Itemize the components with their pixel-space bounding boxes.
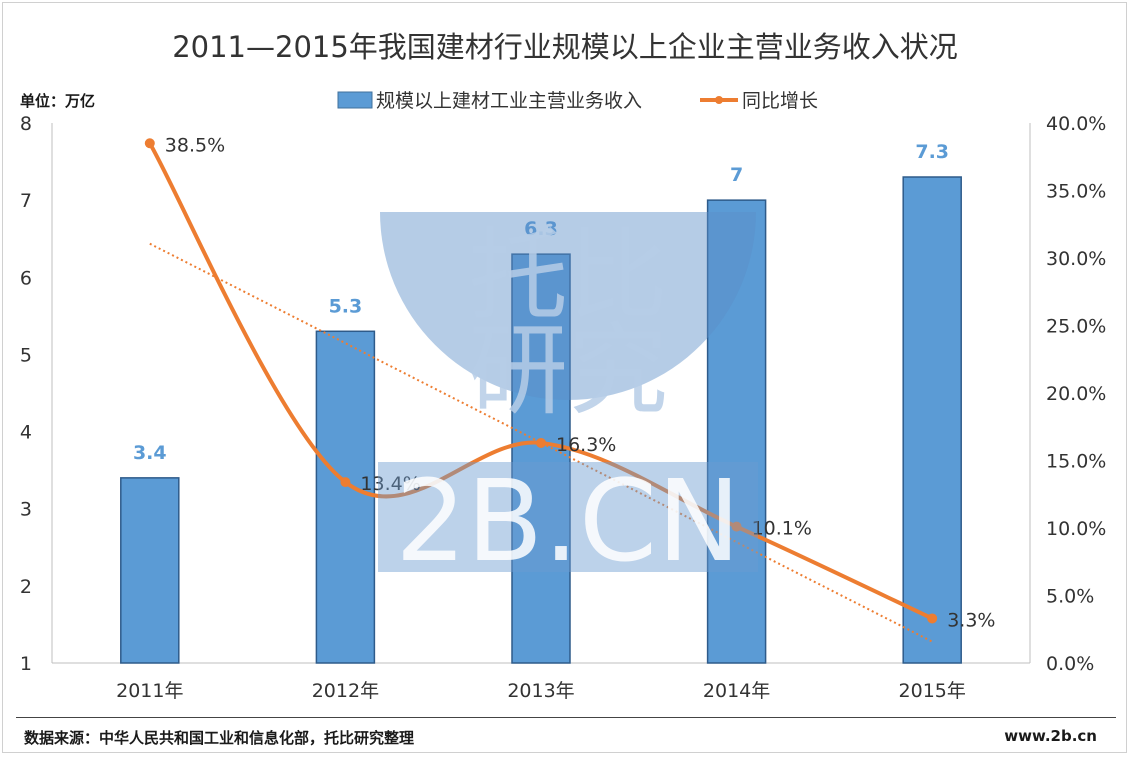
x-tick-label: 2011年 bbox=[116, 680, 183, 702]
growth-point bbox=[340, 477, 351, 488]
bar bbox=[511, 253, 571, 664]
y-right-tick-label: 40.0% bbox=[1046, 113, 1106, 135]
bar bbox=[902, 176, 962, 664]
legend-label-line: 同比增长 bbox=[742, 90, 818, 112]
watermark-band bbox=[378, 462, 758, 572]
legend-swatch-bars bbox=[337, 91, 373, 109]
bar-value-label: 3.4 bbox=[133, 442, 167, 464]
x-tick-label: 2013年 bbox=[507, 680, 574, 702]
growth-value-label: 10.1% bbox=[752, 518, 812, 540]
y-right-tick-label: 5.0% bbox=[1046, 586, 1094, 608]
trendline bbox=[149, 242, 933, 643]
bar-value-label: 7 bbox=[730, 164, 743, 186]
growth-point bbox=[536, 437, 546, 448]
growth-value-label: 16.3% bbox=[556, 434, 616, 456]
x-tick-label: 2014年 bbox=[703, 680, 770, 702]
site-url: www.2b.cn bbox=[1004, 727, 1097, 745]
y-left-tick-label: 4 bbox=[20, 422, 32, 444]
x-tick-label: 2015年 bbox=[899, 680, 966, 702]
y-right-tick-label: 35.0% bbox=[1046, 181, 1106, 203]
unit-label: 单位：万亿 bbox=[20, 92, 96, 110]
y-right-tick-label: 30.0% bbox=[1046, 248, 1106, 270]
growth-point bbox=[731, 521, 742, 532]
x-tick-label: 2012年 bbox=[312, 680, 379, 702]
growth-point bbox=[927, 613, 938, 624]
y-left-tick-label: 1 bbox=[20, 653, 32, 675]
y-left-tick-label: 6 bbox=[20, 267, 32, 289]
source-note: 数据来源：中华人民共和国工业和信息化部，托比研究整理 bbox=[24, 729, 415, 747]
watermark-arc bbox=[380, 212, 756, 400]
y-left-tick-label: 7 bbox=[20, 190, 32, 212]
y-left-tick-label: 3 bbox=[20, 499, 32, 521]
y-right-tick-label: 20.0% bbox=[1046, 383, 1106, 405]
legend-label-bars: 规模以上建材工业主营业务收入 bbox=[376, 90, 642, 112]
bar bbox=[120, 477, 180, 664]
bar-value-label: 6.3 bbox=[524, 218, 558, 240]
growth-value-label: 38.5% bbox=[165, 134, 225, 156]
bar-value-label: 7.3 bbox=[915, 141, 949, 163]
watermark-text-line2: 研究 bbox=[468, 312, 668, 429]
growth-line bbox=[148, 142, 934, 621]
footer-divider bbox=[16, 717, 1116, 718]
y-left-tick-label: 8 bbox=[20, 113, 32, 135]
bar bbox=[706, 199, 767, 664]
y-right-tick-label: 10.0% bbox=[1046, 518, 1106, 540]
watermark-text-line1: 托比 bbox=[468, 217, 668, 334]
growth-value-label: 13.4% bbox=[360, 473, 420, 495]
chart-title: 2011—2015年我国建材行业规模以上企业主营业务收入状况 bbox=[172, 30, 958, 64]
y-right-tick-label: 25.0% bbox=[1046, 316, 1106, 338]
bar-value-label: 5.3 bbox=[329, 295, 363, 317]
y-left-tick-label: 5 bbox=[20, 344, 32, 366]
watermark-text-line3: 2B.CN bbox=[395, 457, 741, 587]
legend-marker-line bbox=[715, 96, 723, 104]
bar bbox=[315, 330, 376, 664]
growth-point bbox=[144, 138, 155, 149]
y-right-tick-label: 15.0% bbox=[1046, 451, 1106, 473]
y-right-tick-label: 0.0% bbox=[1046, 653, 1094, 675]
y-left-tick-label: 2 bbox=[20, 576, 32, 598]
growth-value-label: 3.3% bbox=[947, 609, 995, 631]
